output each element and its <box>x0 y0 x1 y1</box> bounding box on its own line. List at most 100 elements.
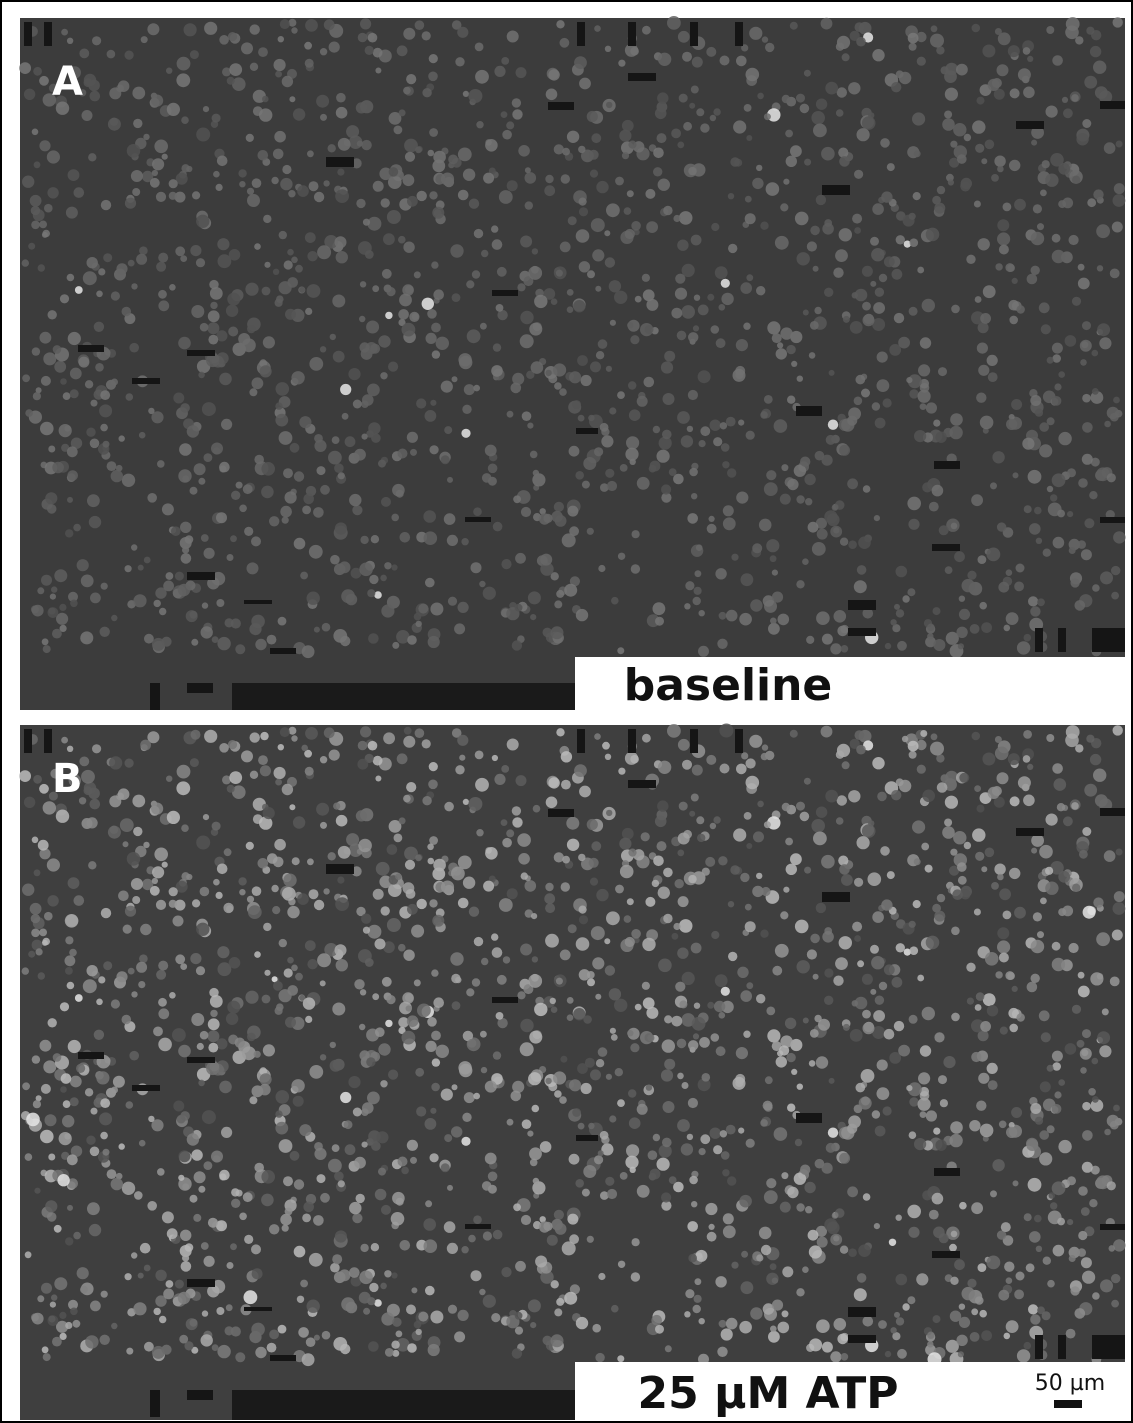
cell <box>735 1079 743 1087</box>
cell <box>533 1178 539 1184</box>
cell <box>877 1087 890 1100</box>
cell <box>877 352 888 363</box>
cell <box>275 299 283 307</box>
cell <box>461 1137 470 1146</box>
cell <box>630 1043 639 1052</box>
cell <box>169 179 178 188</box>
cell <box>868 112 874 118</box>
cell <box>692 57 703 68</box>
cell <box>1009 316 1018 325</box>
cell <box>194 1171 206 1183</box>
cell <box>330 555 340 565</box>
cell <box>202 1310 208 1316</box>
cell <box>750 1307 762 1319</box>
cell <box>1013 472 1019 478</box>
cell <box>362 434 368 440</box>
cell <box>269 1330 279 1340</box>
cell <box>741 1251 748 1258</box>
cell <box>1104 1129 1111 1136</box>
cell <box>228 32 237 41</box>
cell <box>28 951 35 958</box>
cell <box>158 290 167 299</box>
cell <box>624 207 632 215</box>
cell <box>262 995 271 1004</box>
cell <box>1077 1040 1085 1048</box>
cell <box>962 1287 975 1300</box>
cell <box>476 829 483 836</box>
cell <box>280 1214 292 1226</box>
cell <box>836 109 844 117</box>
cell <box>457 27 468 38</box>
cell <box>158 253 168 263</box>
cell <box>645 189 655 199</box>
cell <box>332 436 340 444</box>
cell <box>131 991 137 997</box>
cell <box>920 337 931 348</box>
cell <box>971 1202 983 1214</box>
cell <box>178 1292 190 1304</box>
cell <box>1031 974 1040 983</box>
cell <box>780 911 788 919</box>
cell <box>98 268 105 275</box>
cell <box>1080 1067 1087 1074</box>
cell <box>529 1147 542 1160</box>
cell <box>273 149 284 160</box>
cell <box>855 22 865 32</box>
cell <box>583 1015 592 1024</box>
cell <box>677 1073 684 1080</box>
cell <box>578 146 585 153</box>
cell <box>899 780 911 792</box>
cell <box>25 1251 32 1258</box>
cell <box>50 1302 56 1308</box>
cell <box>1009 160 1020 171</box>
cell <box>147 1201 157 1211</box>
cell <box>1023 755 1031 763</box>
cell <box>375 776 381 782</box>
cell <box>672 933 679 940</box>
cell <box>480 1031 487 1038</box>
cell <box>227 785 235 793</box>
cell <box>750 599 762 611</box>
cell <box>706 755 716 765</box>
cell <box>688 167 696 175</box>
tile-artifact <box>1016 828 1044 836</box>
cell <box>74 895 85 906</box>
cell <box>1008 753 1020 765</box>
cell <box>544 185 555 196</box>
cell <box>101 908 111 918</box>
cell <box>236 482 243 489</box>
cell <box>204 548 215 559</box>
cell <box>942 826 955 839</box>
cell <box>653 167 662 176</box>
cell <box>1107 407 1119 419</box>
cell <box>981 1330 992 1341</box>
cell <box>299 416 311 428</box>
cell <box>70 1308 78 1316</box>
cell <box>336 815 348 827</box>
cell <box>596 1059 604 1067</box>
cell <box>720 1130 727 1137</box>
cell <box>728 193 734 199</box>
cell <box>852 1000 858 1006</box>
cell <box>625 1156 638 1169</box>
cell <box>1062 97 1068 103</box>
cell <box>594 447 603 456</box>
cell <box>832 1212 839 1219</box>
cell <box>951 1231 958 1238</box>
cell <box>496 304 504 312</box>
cell <box>267 853 278 864</box>
cell <box>978 555 987 564</box>
cell <box>579 786 591 798</box>
cell <box>927 1332 934 1339</box>
cell <box>692 765 703 776</box>
cell <box>772 570 778 576</box>
cell <box>406 782 416 792</box>
cell <box>745 921 756 932</box>
cell <box>178 584 190 596</box>
cell <box>287 906 299 918</box>
cell <box>428 72 438 82</box>
cell <box>1100 571 1113 584</box>
cell <box>749 27 762 40</box>
cell <box>208 335 218 345</box>
cell <box>426 333 437 344</box>
